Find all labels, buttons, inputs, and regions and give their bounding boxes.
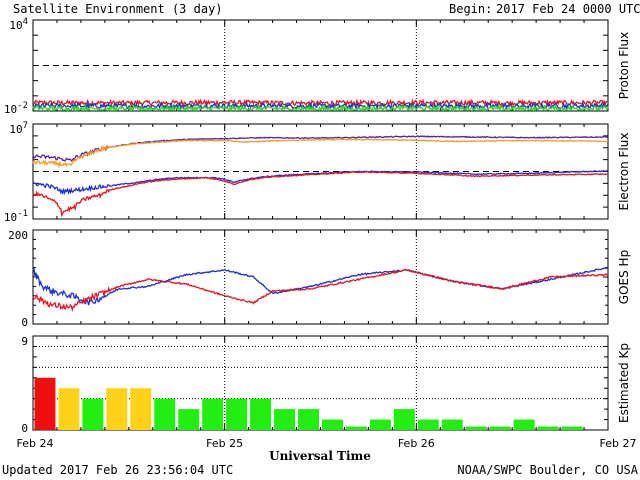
kp-bar bbox=[106, 388, 128, 430]
panel-proton-flux: 104 10-2 Proton Flux bbox=[4, 17, 631, 116]
kp-bar bbox=[202, 398, 224, 430]
series-line-red bbox=[32, 171, 609, 218]
y-tick-label-bottom: 10-1 bbox=[4, 209, 28, 224]
kp-bar bbox=[561, 426, 583, 430]
y-axis-title: Electron Flux bbox=[617, 133, 631, 211]
kp-bar bbox=[154, 398, 176, 430]
kp-bar bbox=[58, 388, 80, 430]
kp-bar bbox=[393, 409, 415, 430]
x-tick-label: Feb 27 bbox=[600, 437, 637, 450]
panel-frame bbox=[32, 19, 609, 112]
y-axis-title: Proton Flux bbox=[617, 32, 631, 99]
y-tick-label-bottom: 0 bbox=[21, 316, 28, 329]
y-tick-label-top: 107 bbox=[9, 121, 28, 136]
begin-value: 2017 Feb 24 0000 UTC bbox=[496, 2, 640, 16]
kp-bar bbox=[250, 398, 272, 430]
x-axis-labels: Feb 24 Feb 25 Feb 26 Feb 27 bbox=[17, 437, 637, 450]
series-line-red bbox=[32, 268, 609, 312]
updated-timestamp: Updated 2017 Feb 26 23:56:04 UTC bbox=[2, 463, 233, 477]
kp-bar bbox=[298, 409, 319, 430]
kp-bar bbox=[537, 426, 559, 430]
kp-bar bbox=[130, 388, 152, 430]
panel-goes-hp: 200 0 GOES Hp bbox=[8, 229, 631, 329]
y-tick-label-bottom: 0 bbox=[21, 422, 28, 435]
series-line-orange bbox=[32, 138, 609, 168]
y-tick-label-top: 200 bbox=[8, 229, 28, 242]
kp-bar bbox=[489, 426, 511, 430]
kp-bar bbox=[513, 419, 535, 430]
panel-frame bbox=[32, 229, 609, 325]
plot-title: Satellite Environment (3 day) bbox=[13, 2, 223, 16]
panel-electron-flux: 107 10-1 Electron Flux bbox=[4, 121, 631, 224]
kp-bar bbox=[441, 419, 463, 430]
kp-bar bbox=[369, 419, 391, 430]
y-axis-title: GOES Hp bbox=[617, 250, 631, 304]
kp-bar bbox=[417, 419, 439, 430]
panels: 104 10-2 Proton Flux 107 10-1 Electron Flux 20… bbox=[4, 17, 631, 435]
kp-bar bbox=[345, 426, 367, 430]
y-tick-label-bottom: 10-2 bbox=[4, 101, 28, 116]
kp-bar bbox=[322, 419, 343, 430]
credit-text: NOAA/SWPC Boulder, CO USA bbox=[457, 463, 638, 477]
kp-bar bbox=[34, 377, 56, 430]
kp-bar bbox=[226, 398, 248, 430]
kp-bar bbox=[82, 398, 104, 430]
x-tick-label: Feb 26 bbox=[398, 437, 435, 450]
y-tick-label-top: 104 bbox=[9, 17, 28, 32]
y-tick-label-top: 9 bbox=[21, 335, 28, 348]
series-line-red bbox=[32, 98, 609, 108]
kp-bar bbox=[178, 409, 200, 430]
y-axis-title: Estimated Kp bbox=[617, 343, 631, 423]
x-tick-label: Feb 24 bbox=[17, 437, 54, 450]
panel-estimated-kp: 9 0 Estimated Kp bbox=[21, 335, 631, 435]
kp-bar bbox=[465, 426, 487, 430]
series-line-green bbox=[32, 104, 609, 113]
kp-bar bbox=[274, 409, 296, 430]
x-tick-label: Feb 25 bbox=[206, 437, 243, 450]
begin-label: Begin: bbox=[449, 2, 492, 16]
x-axis-title: Universal Time bbox=[269, 449, 371, 463]
